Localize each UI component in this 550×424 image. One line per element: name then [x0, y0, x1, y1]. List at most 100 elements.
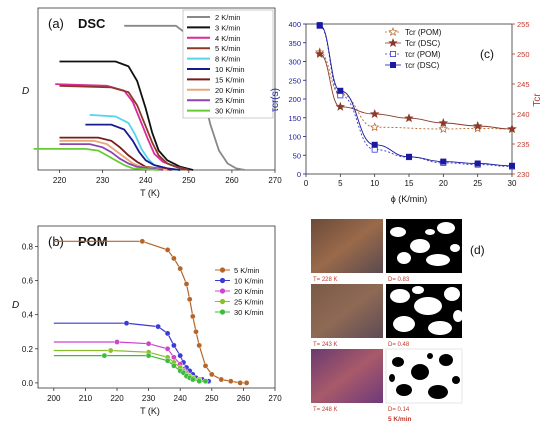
panel-b-pom: (b) POM T (K) D 200 210 220 230 240 250 260 270…	[12, 225, 282, 416]
panel-a-series-line	[59, 143, 164, 171]
panel-c-star-point	[335, 101, 346, 111]
panel-b-legend-entry: 10 K/min	[234, 277, 264, 286]
panel-c-ticks: 0 5 10 15 20 25 300501001502002503003504002302…	[288, 20, 529, 188]
panel-c-legend-marker	[389, 51, 396, 58]
panel-c-square-point	[316, 22, 323, 29]
panel-b-ytick-label: 0.8	[22, 242, 34, 251]
panel-a-ylabel: D	[22, 86, 29, 97]
panel-b-ytick-label: 0.2	[22, 345, 34, 354]
panel-c-star-point	[472, 121, 483, 130]
panel-b-xtick-label: 200	[47, 394, 61, 403]
row-3-degree: D= 0.14	[388, 407, 410, 413]
panel-c-ylabel-left: τcr(s)	[270, 88, 281, 112]
panel-b-point	[189, 376, 196, 383]
binary-blobs-1	[390, 222, 460, 266]
panel-c-square-point	[474, 160, 481, 167]
panel-a-xtick-label: 260	[225, 176, 239, 185]
panel-c-star-point	[369, 109, 380, 118]
panel-c-ytick-left-label: 350	[288, 39, 301, 48]
panel-b-point	[164, 247, 171, 253]
panel-c-label: (c)	[480, 47, 494, 61]
panel-c-ytick-right-label: 230	[517, 170, 530, 179]
binary-blobs-2	[390, 286, 463, 335]
panel-b-frame	[37, 225, 276, 389]
panel-b-point	[189, 313, 196, 320]
panel-b-point	[196, 378, 202, 385]
panel-b-xtick-label: 250	[205, 394, 219, 403]
panel-a-label: (a)	[48, 16, 64, 31]
panel-a-legend-entry: 20 K/min	[215, 86, 245, 95]
panel-a-dsc: (a) DSC T (K) D 220 230 240 250 260 270 2 K/m…	[22, 7, 282, 198]
panel-a-legend-entry: 15 K/min	[215, 75, 245, 84]
panel-b-ytick-label: 0.4	[22, 311, 34, 320]
panel-a-legend-entry: 25 K/min	[215, 96, 245, 105]
panel-c-legend-entry: τcr (DSC)	[405, 61, 440, 70]
panel-b-point	[145, 352, 152, 359]
panel-b-ytick-label: 0.6	[22, 277, 34, 286]
panel-b-point	[183, 281, 190, 287]
panel-b-legend-marker	[219, 309, 226, 315]
panel-b-point	[107, 347, 114, 354]
panel-c-legend-entry: Tcr (POM)	[405, 28, 442, 37]
panel-c-ytick-left-label: 50	[293, 151, 301, 160]
panel-a-xtick-label: 220	[53, 176, 67, 185]
panel-c-ytick-right-label: 240	[517, 110, 530, 119]
panel-b-point	[202, 362, 209, 369]
panel-a-legend-entry: 4 K/min	[215, 34, 240, 43]
panel-d-label: (d)	[470, 243, 485, 257]
panel-b-point	[218, 376, 225, 383]
panel-b-point	[164, 330, 171, 337]
panel-a-series	[33, 24, 245, 171]
panel-a-series-line	[59, 84, 189, 171]
panel-c-legend-marker	[389, 62, 396, 69]
panel-b-series-line	[53, 240, 247, 384]
panel-c-legend-entry: τcr (POM)	[405, 50, 441, 59]
panel-b-point	[164, 345, 171, 352]
panel-a-legend-entry: 2 K/min	[215, 13, 240, 22]
micrograph-3	[311, 349, 383, 403]
panel-a-series-line	[59, 60, 194, 171]
panel-b-point	[164, 357, 171, 364]
panel-b-xtick-label: 240	[174, 394, 188, 403]
panel-c-star-point	[404, 113, 414, 123]
panel-b-point	[171, 342, 177, 349]
panel-c-ytick-right-label: 235	[517, 140, 530, 149]
panel-b-legend-entry: 30 K/min	[234, 308, 264, 317]
panel-b-point	[171, 362, 177, 369]
panel-c-star-point	[369, 122, 380, 132]
panel-b-legend-marker	[219, 267, 226, 273]
panel-a-title: DSC	[78, 16, 106, 31]
micrograph-1	[311, 219, 383, 273]
panel-b-point	[177, 265, 183, 272]
panel-b-ticks: 200 210 220 230 240 250 260 270 0.0 0.2 0.4 0.6 0.8	[22, 242, 282, 403]
panel-b-legend-entry: 25 K/min	[234, 298, 264, 307]
panel-c-star-point	[438, 124, 449, 133]
panel-b-legend-marker	[219, 288, 226, 294]
panel-c-ytick-left-label: 250	[288, 76, 301, 85]
panel-c-square-point	[440, 158, 447, 165]
panel-b-legend-marker	[219, 298, 226, 305]
panel-b-point	[177, 352, 183, 359]
panel-b-point	[139, 238, 146, 245]
panel-a-xtick-label: 230	[96, 176, 110, 185]
panel-c-ytick-left-label: 200	[288, 95, 301, 104]
panel-b-xtick-label: 260	[237, 394, 251, 403]
panel-c-xtick-label: 30	[508, 179, 517, 188]
panel-b-point	[243, 380, 250, 386]
panel-c-ytick-left-label: 300	[288, 58, 301, 67]
panel-a-xlabel: T (K)	[140, 188, 160, 198]
panel-b-xtick-label: 230	[142, 394, 156, 403]
panel-b-series	[53, 238, 250, 386]
panel-a-xtick-label: 270	[268, 176, 282, 185]
panel-b-point	[114, 339, 120, 345]
panel-c-ytick-left-label: 100	[288, 133, 301, 142]
panel-c-ytick-left-label: 0	[297, 170, 301, 179]
panel-b-point	[123, 320, 130, 327]
row-3-temperature: T= 248 K	[313, 407, 338, 413]
panel-a-legend-entry: 8 K/min	[215, 55, 240, 64]
panel-c-legend-marker	[388, 38, 398, 47]
panel-a-series-line	[85, 123, 181, 171]
panel-c-ytick-left-label: 400	[288, 20, 301, 29]
